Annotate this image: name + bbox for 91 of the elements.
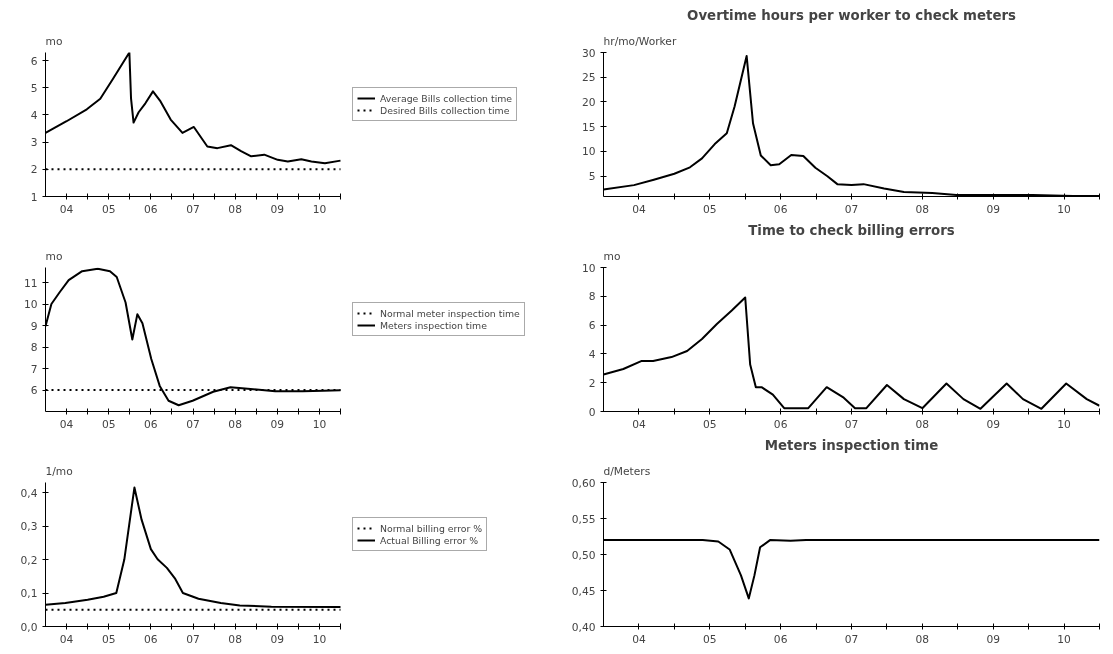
x-tick-label: 09 [270, 417, 285, 431]
y-tick-label: 5 [30, 81, 38, 95]
legend-label: Meters inspection time [380, 319, 487, 331]
x-tick-label: 10 [312, 202, 327, 216]
y-tick-label: 10 [581, 145, 596, 159]
y-axis-title: mo [603, 249, 621, 263]
y-tick-label: 6 [588, 319, 596, 333]
legend-label: Normal meter inspection time [380, 307, 520, 319]
legend-label: Desired Bills collection time [380, 104, 510, 116]
x-tick-label: 08 [915, 417, 930, 431]
x-tick-label: 04 [632, 632, 646, 646]
x-tick-label: 04 [59, 202, 74, 216]
legend-label: Normal billing error % [380, 522, 483, 534]
x-tick-label: 09 [270, 632, 285, 646]
y-tick-label: 0,40 [571, 620, 596, 634]
legend-label: Average Bills collection time [380, 92, 513, 104]
y-tick-label: 1 [30, 190, 38, 204]
x-tick-label: 08 [228, 202, 243, 216]
x-tick-label: 05 [101, 417, 116, 431]
x-tick-label: 09 [270, 202, 285, 216]
y-tick-label: 2 [588, 376, 596, 390]
y-tick-label: 5 [588, 170, 596, 184]
x-tick-label: 04 [632, 417, 646, 431]
x-tick-label: 07 [844, 202, 859, 216]
x-tick-label: 06 [773, 202, 788, 216]
x-tick-label: 06 [773, 417, 788, 431]
x-tick-label: 10 [1057, 202, 1072, 216]
y-tick-label: 4 [588, 347, 596, 361]
x-tick-label: 07 [844, 417, 859, 431]
x-tick-label: 05 [703, 202, 717, 216]
y-tick-label: 0,3 [20, 520, 38, 534]
y-tick-label: 9 [30, 319, 38, 333]
y-tick-label: 0,1 [20, 587, 38, 601]
y-tick-label: 6 [30, 384, 38, 398]
y-tick-label: 0,45 [571, 584, 596, 598]
x-tick-label: 07 [186, 202, 200, 216]
y-axis-title: mo [45, 34, 63, 48]
y-axis-title: 1/mo [45, 464, 73, 478]
x-tick-label: 09 [986, 202, 1001, 216]
y-tick-label: 10 [23, 298, 38, 312]
x-tick-label: 04 [632, 202, 646, 216]
x-tick-label: 08 [228, 417, 243, 431]
x-tick-label: 05 [101, 202, 116, 216]
x-tick-label: 05 [703, 632, 717, 646]
y-tick-label: 0,0 [20, 620, 38, 634]
x-tick-label: 05 [703, 417, 717, 431]
y-tick-label: 11 [23, 276, 38, 290]
x-tick-label: 06 [773, 632, 788, 646]
y-tick-label: 0,60 [571, 476, 596, 490]
x-tick-label: 06 [144, 202, 158, 216]
y-tick-label: 4 [30, 108, 38, 122]
chart-title: Overtime hours per worker to check meters [687, 7, 1016, 23]
y-tick-label: 25 [581, 71, 596, 85]
x-tick-label: 05 [101, 632, 116, 646]
y-axis-title: mo [45, 249, 63, 263]
y-tick-label: 0,4 [20, 486, 38, 500]
x-tick-label: 04 [59, 417, 74, 431]
x-tick-label: 08 [228, 632, 243, 646]
x-tick-label: 09 [986, 632, 1001, 646]
x-tick-label: 04 [59, 632, 74, 646]
x-tick-label: 10 [312, 417, 327, 431]
x-tick-label: 08 [915, 632, 930, 646]
x-tick-label: 10 [1057, 417, 1072, 431]
y-tick-label: 8 [588, 290, 596, 304]
y-tick-label: 2 [30, 163, 38, 177]
x-tick-label: 08 [915, 202, 930, 216]
y-tick-label: 20 [581, 95, 596, 109]
x-tick-label: 07 [844, 632, 859, 646]
x-tick-label: 07 [186, 632, 200, 646]
y-tick-label: 0,55 [571, 512, 596, 526]
x-tick-label: 06 [144, 417, 158, 431]
x-tick-label: 10 [1057, 632, 1072, 646]
x-tick-label: 10 [312, 632, 327, 646]
x-tick-label: 09 [986, 417, 1001, 431]
y-tick-label: 30 [581, 46, 596, 60]
x-tick-label: 06 [144, 632, 158, 646]
legend-label: Actual Billing error % [380, 534, 479, 546]
chart-title: Time to check billing errors [748, 222, 955, 238]
y-tick-label: 8 [30, 341, 38, 355]
y-axis-title: d/Meters [603, 464, 651, 478]
y-axis-title: hr/mo/Worker [603, 34, 677, 48]
chart-title: Meters inspection time [764, 437, 939, 453]
y-tick-label: 3 [30, 136, 38, 150]
y-tick-label: 0,2 [20, 553, 38, 567]
y-tick-label: 15 [581, 120, 596, 134]
y-tick-label: 6 [30, 54, 38, 68]
y-tick-label: 0,50 [571, 548, 596, 562]
x-tick-label: 07 [186, 417, 200, 431]
y-tick-label: 7 [30, 362, 38, 376]
y-tick-label: 10 [581, 261, 596, 275]
y-tick-label: 0 [588, 405, 596, 419]
